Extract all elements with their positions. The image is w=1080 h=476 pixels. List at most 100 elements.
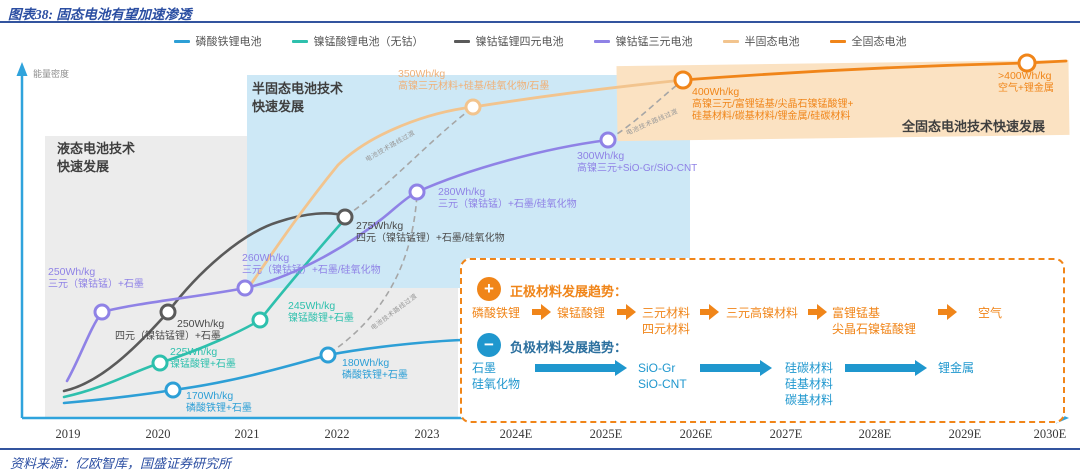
x-tick: 2030E — [1033, 427, 1067, 441]
x-tick: 2028E — [858, 427, 892, 441]
anode-trend-title: 负极材料发展趋势： — [510, 340, 628, 355]
annotation-value: 350Wh/kg — [398, 68, 446, 80]
annotation-value: 250Wh/kg — [48, 266, 96, 278]
annotation-275-quaternary: 275Wh/kg 四元（镍钴锰锂）+石墨/硅氧化物 — [356, 220, 505, 245]
cathode-step: 磷酸铁锂 — [472, 306, 521, 320]
phase-label-semi: 半固态电池技术 快速发展 — [252, 81, 344, 114]
line-swatch-icon — [173, 39, 190, 43]
footer-divider — [0, 448, 1080, 450]
cathode-step: 三元高镍材料 — [726, 306, 799, 320]
annotation-350-semisolid: 350Wh/kg 高镍三元材料+硅基/硅氧化物/石墨 — [398, 68, 549, 93]
arrow-right-icon — [535, 360, 627, 376]
legend-item-lmno: 镍锰酸锂电池（无钴） — [291, 33, 424, 49]
y-axis-label: 能量密度 — [33, 69, 70, 79]
legend-item-lfp: 磷酸铁锂电池 — [173, 33, 262, 49]
annotation-value: 300Wh/kg — [577, 150, 625, 162]
legend-label: 半固态电池 — [744, 36, 800, 48]
annotation-material: 四元（镍钴锰锂）+石墨/硅氧化物 — [356, 232, 505, 244]
arrow-right-icon — [808, 304, 827, 320]
annotation-260-ternary: 260Wh/kg 三元（镍钴锰）+石墨/硅氧化物 — [242, 252, 381, 277]
annotation-400-allsolid: 400Wh/kg 高镍三元/富锂锰基/尖晶石镍锰酸锂+ 硅基材料/碳基材料/锂金… — [692, 86, 853, 124]
minus-icon: − — [477, 333, 501, 357]
x-tick: 2029E — [948, 427, 982, 441]
arrow-right-icon — [700, 360, 772, 376]
source-note: 资料来源：亿欧智库，国盛证券研究所 — [10, 456, 232, 471]
annotation-material: 三元（镍钴锰）+石墨/硅氧化物 — [242, 264, 381, 276]
x-tick: 2027E — [769, 427, 803, 441]
arrow-right-icon — [532, 304, 551, 320]
annotation-225-lmno: 225Wh/kg 镍锰酸锂+石墨 — [170, 346, 236, 371]
x-tick: 2020 — [145, 427, 171, 441]
cathode-step: 空气 — [978, 306, 1003, 320]
anode-step: SiO-Gr SiO-CNT — [638, 361, 687, 391]
annotation-value: 260Wh/kg — [242, 252, 290, 264]
anode-step: 石墨 硅氧化物 — [472, 361, 521, 391]
annotation-value: 250Wh/kg — [177, 318, 225, 330]
annotation-material: 高镍三元材料+硅基/硅氧化物/石墨 — [398, 80, 550, 92]
line-swatch-icon — [593, 39, 610, 43]
x-tick: 2021 — [234, 427, 260, 441]
annotation-280-ternary: 280Wh/kg 三元（镍钴锰）+石墨/硅氧化物 — [438, 186, 577, 211]
legend-item-quaternary: 镍钴锰锂四元电池 — [453, 33, 564, 49]
annotation-250-quaternary: 250Wh/kg 四元（镍钴锰锂）+石墨 — [115, 318, 224, 343]
legend-item-ternary: 镍钴锰三元电池 — [593, 33, 693, 49]
legend-label: 镍钴锰锂四元电池 — [475, 36, 564, 48]
arrow-right-icon — [845, 360, 927, 376]
phase-label-liquid: 液态电池技术 快速发展 — [57, 141, 136, 174]
annotation-value: 280Wh/kg — [438, 186, 486, 198]
cathode-step: 镍锰酸锂 — [557, 306, 606, 320]
legend-label: 镍锰酸锂电池（无钴） — [313, 36, 424, 48]
annotation-material: 磷酸铁锂+石墨 — [186, 402, 252, 414]
annotation-material: 镍锰酸锂+石墨 — [170, 358, 236, 370]
x-tick: 2024E — [499, 427, 533, 441]
arrow-right-icon — [700, 304, 719, 320]
line-swatch-icon — [291, 39, 308, 43]
legend-label: 全固态电池 — [851, 36, 907, 48]
anode-step: 硅碳材料 硅基材料 碳基材料 — [785, 361, 834, 407]
line-swatch-icon — [453, 39, 470, 43]
cathode-step: 三元材料 四元材料 — [642, 306, 691, 336]
annotation-180-lfp: 180Wh/kg 磷酸铁锂+石墨 — [342, 357, 408, 382]
legend-item-semisolid: 半固态电池 — [722, 33, 800, 49]
annotation-material: 四元（镍钴锰锂）+石墨 — [115, 330, 221, 342]
cathode-trend-title: 正极材料发展趋势： — [510, 284, 628, 299]
annotation-value: 400Wh/kg — [692, 86, 740, 98]
annotation-value: 225Wh/kg — [170, 346, 218, 358]
line-swatch-icon — [722, 39, 739, 43]
annotation-300-ternary: 300Wh/kg 高镍三元+SiO-Gr/SiO-CNT — [577, 150, 697, 175]
annotation-material: 三元（镍钴锰）+石墨/硅氧化物 — [438, 198, 577, 210]
line-swatch-icon — [829, 39, 846, 43]
phase-label-solid: 全固态电池技术快速发展 — [902, 119, 1046, 134]
page-title: 图表38: 固态电池有望加速渗透 — [8, 7, 192, 22]
x-tick: 2019 — [55, 427, 81, 441]
annotation-material: 空气+锂金属 — [998, 82, 1054, 94]
title-divider — [0, 21, 1080, 23]
annotation-material: 镍锰酸锂+石墨 — [288, 312, 354, 324]
anode-step: 锂金属 — [938, 361, 975, 375]
x-tick: 2026E — [679, 427, 713, 441]
x-tick: 2022 — [324, 427, 350, 441]
annotation-material: 磷酸铁锂+石墨 — [342, 369, 408, 381]
cathode-step: 富锂锰基 尖晶石镍锰酸锂 — [832, 306, 917, 336]
annotation-400plus-allsolid: >400Wh/kg 空气+锂金属 — [998, 70, 1054, 95]
legend-item-allsolid: 全固态电池 — [829, 33, 907, 49]
plus-icon: + — [477, 277, 501, 301]
legend-label: 镍钴锰三元电池 — [615, 36, 693, 48]
annotation-value: 180Wh/kg — [342, 357, 390, 369]
x-tick: 2023 — [414, 427, 440, 441]
legend: 磷酸铁锂电池 镍锰酸锂电池（无钴） 镍钴锰锂四元电池 镍钴锰三元电池 半固态电池… — [0, 33, 1080, 49]
arrow-right-icon — [617, 304, 636, 320]
annotation-material: 高镍三元+SiO-Gr/SiO-CNT — [577, 162, 698, 174]
legend-label: 磷酸铁锂电池 — [195, 36, 262, 48]
annotation-material: 三元（镍钴锰）+石墨 — [48, 278, 144, 290]
annotation-material: 高镍三元/富锂锰基/尖晶石镍锰酸锂+ 硅基材料/碳基材料/锂金属/硅碳材料 — [692, 98, 854, 123]
annotation-170-lfp: 170Wh/kg 磷酸铁锂+石墨 — [186, 390, 252, 415]
annotation-250-ternary: 250Wh/kg 三元（镍钴锰）+石墨 — [48, 266, 144, 291]
annotation-value: >400Wh/kg — [998, 70, 1052, 82]
annotation-245-lmno: 245Wh/kg 镍锰酸锂+石墨 — [288, 300, 354, 325]
x-tick: 2025E — [589, 427, 623, 441]
annotation-value: 275Wh/kg — [356, 220, 404, 232]
arrow-right-icon — [938, 304, 957, 320]
annotation-value: 170Wh/kg — [186, 390, 234, 402]
